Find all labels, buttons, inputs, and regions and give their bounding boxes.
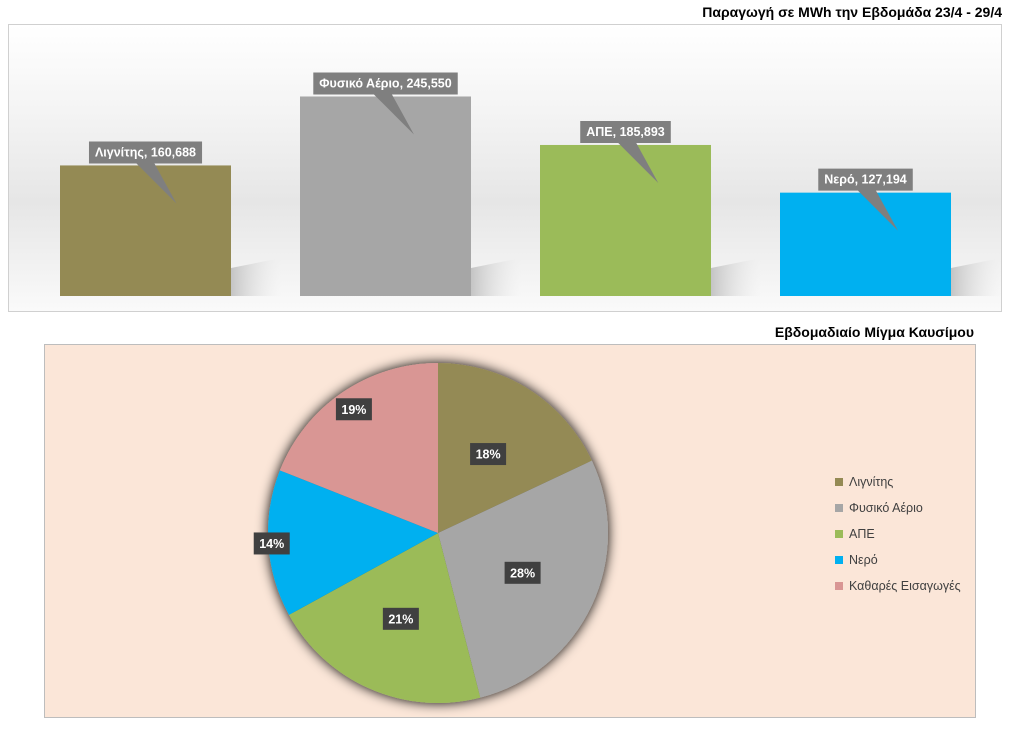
bar-1 (300, 96, 471, 296)
legend-swatch (835, 530, 843, 538)
bar-callout-box (818, 168, 913, 231)
pie-slice-4 (279, 363, 438, 533)
pie-percent-label: 14% (259, 537, 284, 551)
pie-slice-0 (438, 363, 592, 533)
bar-callout-box (88, 141, 203, 204)
legend-label: Καθαρές Εισαγωγές (849, 579, 961, 593)
pie-label-box (504, 561, 541, 584)
pie-label-box (335, 398, 372, 421)
bar-data-label: Φυσικό Αέριο, 245,550 (319, 76, 451, 90)
pie-chart-svg: 18% 28% 21% 14% 19% (253, 363, 608, 703)
bar-callout-box (313, 72, 458, 135)
legend-swatch (835, 556, 843, 564)
legend-item: ΑΠΕ (835, 521, 961, 547)
pie-slice-3 (268, 470, 438, 615)
bar-callout-box (580, 120, 671, 183)
bar-shadow (231, 258, 281, 296)
bar-shadow (711, 258, 761, 296)
pie-label-box (253, 532, 290, 555)
legend-item: Λιγνίτης (835, 469, 961, 495)
pie-chart-panel: 18% 28% 21% 14% 19% Λιγνίτης Φυσικό Αέριο ΑΠΕ Ν… (44, 344, 976, 718)
legend-item: Φυσικό Αέριο (835, 495, 961, 521)
bar-data-label: Λιγνίτης, 160,688 (95, 145, 196, 159)
pie-label-box (470, 443, 507, 466)
legend-label: Νερό (849, 553, 878, 567)
legend-swatch (835, 478, 843, 486)
pie-percent-label: 19% (341, 403, 366, 417)
bar-3 (780, 192, 951, 296)
bar-chart-svg: Λιγνίτης, 160,688 Φυσικό Αέριο, 245,550 ΑΠ… (60, 72, 1001, 296)
legend-label: Λιγνίτης (849, 475, 894, 489)
bar-2 (540, 144, 711, 296)
legend-swatch (835, 504, 843, 512)
bar-chart-title: Παραγωγή σε MWh την Εβδομάδα 23/4 - 29/4 (702, 4, 1002, 20)
pie-label-box (382, 607, 419, 630)
bar-shadow (951, 258, 1001, 296)
legend-item: Καθαρές Εισαγωγές (835, 573, 961, 599)
bar-shadow (471, 258, 521, 296)
bar-0 (60, 165, 231, 296)
pie-percent-label: 21% (388, 612, 413, 626)
legend-item: Νερό (835, 547, 961, 573)
pie-chart-title: Εβδομαδιαίο Μίγμα Καυσίμου (774, 324, 974, 340)
pie-legend: Λιγνίτης Φυσικό Αέριο ΑΠΕ Νερό Καθαρές Εισαγ… (835, 469, 961, 599)
legend-swatch (835, 582, 843, 590)
legend-label: Φυσικό Αέριο (849, 501, 923, 515)
bar-data-label: Νερό, 127,194 (824, 173, 907, 187)
pie-percent-label: 28% (510, 566, 535, 580)
legend-label: ΑΠΕ (849, 527, 875, 541)
bar-data-label: ΑΠΕ, 185,893 (586, 125, 665, 139)
bar-chart-panel: Λιγνίτης, 160,688 Φυσικό Αέριο, 245,550 ΑΠ… (8, 24, 1002, 312)
pie-percent-label: 18% (476, 448, 501, 462)
